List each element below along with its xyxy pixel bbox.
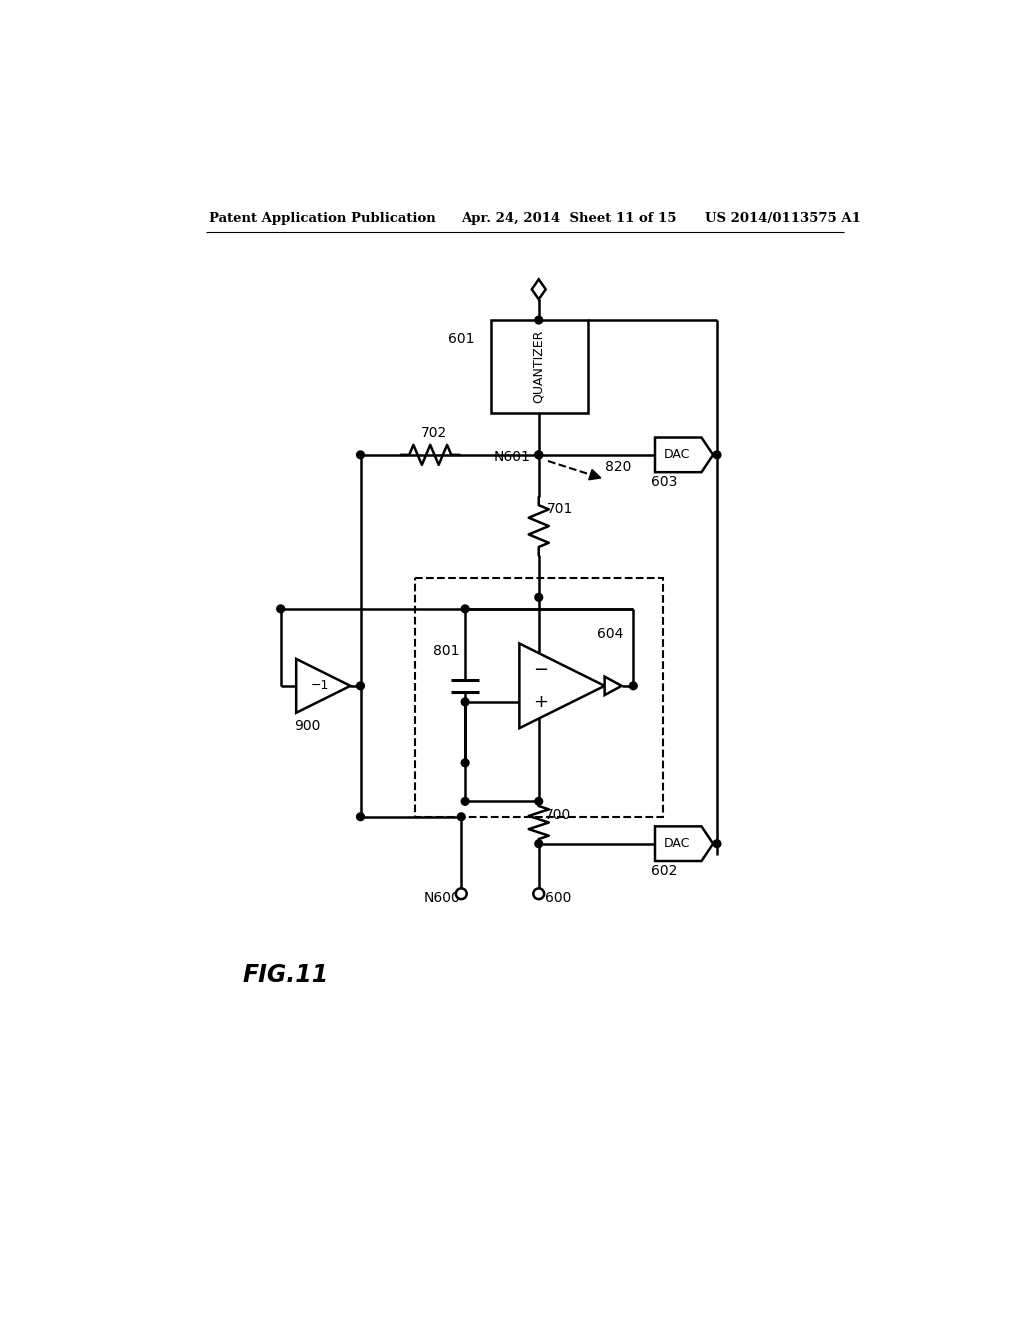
Text: 700: 700: [545, 808, 571, 822]
Circle shape: [535, 594, 543, 601]
Polygon shape: [531, 280, 546, 300]
Circle shape: [356, 451, 365, 459]
Text: 702: 702: [421, 426, 447, 441]
Bar: [490, 321, 588, 413]
Circle shape: [461, 797, 469, 805]
Circle shape: [534, 888, 544, 899]
Circle shape: [535, 797, 543, 805]
Text: 900: 900: [294, 719, 321, 733]
Circle shape: [535, 840, 543, 847]
Text: N601: N601: [494, 450, 530, 465]
Polygon shape: [655, 437, 713, 473]
Text: 600: 600: [545, 891, 571, 904]
Circle shape: [356, 682, 365, 689]
Circle shape: [535, 451, 543, 459]
Text: 801: 801: [432, 644, 459, 659]
Text: N600: N600: [424, 891, 461, 904]
Text: 701: 701: [547, 502, 572, 516]
Polygon shape: [655, 826, 713, 861]
Text: 603: 603: [651, 475, 678, 488]
Circle shape: [356, 813, 365, 821]
Circle shape: [630, 682, 637, 689]
Circle shape: [458, 813, 465, 821]
Text: QUANTIZER: QUANTIZER: [532, 330, 545, 403]
Circle shape: [713, 451, 721, 459]
Circle shape: [535, 451, 543, 459]
Circle shape: [461, 759, 469, 767]
Text: +: +: [534, 693, 548, 711]
Circle shape: [456, 888, 467, 899]
Text: −1: −1: [311, 680, 330, 693]
Circle shape: [713, 840, 721, 847]
Circle shape: [276, 605, 285, 612]
Text: −: −: [534, 661, 548, 678]
Text: 820: 820: [604, 461, 631, 474]
Text: Patent Application Publication: Patent Application Publication: [209, 213, 436, 224]
Text: Apr. 24, 2014  Sheet 11 of 15: Apr. 24, 2014 Sheet 11 of 15: [461, 213, 677, 224]
Circle shape: [461, 605, 469, 612]
Polygon shape: [589, 470, 601, 479]
Circle shape: [461, 698, 469, 706]
Bar: [415, 578, 663, 817]
Text: FIG.11: FIG.11: [243, 962, 329, 986]
Text: US 2014/0113575 A1: US 2014/0113575 A1: [706, 213, 861, 224]
Polygon shape: [296, 659, 350, 713]
Circle shape: [535, 317, 543, 323]
Text: DAC: DAC: [664, 837, 690, 850]
Text: 604: 604: [597, 627, 624, 642]
Text: 602: 602: [651, 863, 678, 878]
Polygon shape: [519, 644, 604, 729]
Text: DAC: DAC: [664, 449, 690, 462]
Polygon shape: [604, 677, 622, 696]
Text: 601: 601: [449, 333, 474, 346]
